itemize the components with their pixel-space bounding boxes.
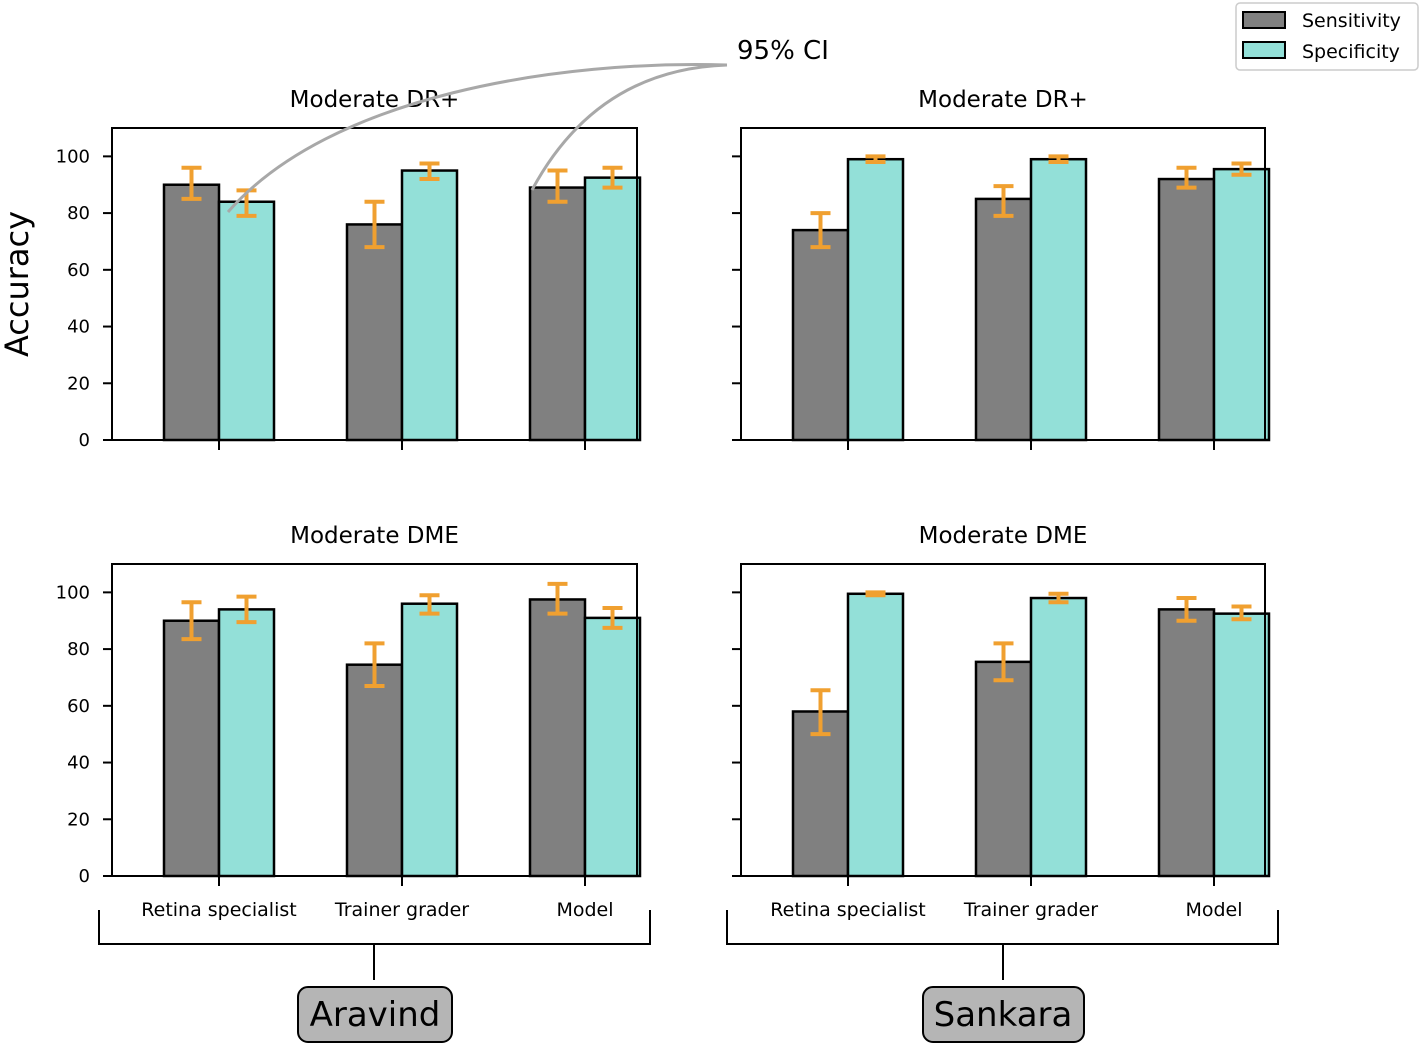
x-tick-label: Model bbox=[1185, 899, 1242, 921]
plot-frame bbox=[740, 127, 1266, 441]
y-tick-label: 80 bbox=[67, 203, 90, 224]
panel-title: Moderate DR+ bbox=[918, 87, 1088, 113]
bar-specificity bbox=[217, 200, 276, 442]
legend-swatch-specificity bbox=[1242, 41, 1286, 59]
bar-sensitivity bbox=[1157, 608, 1216, 878]
y-tick-label: 0 bbox=[79, 866, 90, 887]
legend-swatch-sensitivity bbox=[1242, 11, 1286, 29]
bar-specificity bbox=[400, 602, 459, 878]
plot-frame bbox=[740, 563, 1266, 877]
legend: Sensitivity Specificity bbox=[1235, 2, 1419, 71]
ci-annotation: 95% CI bbox=[226, 36, 829, 213]
panel-2: Moderate DR+ bbox=[732, 87, 1271, 450]
y-tick-label: 60 bbox=[67, 696, 90, 717]
y-tick-label: 60 bbox=[67, 260, 90, 281]
bar-specificity bbox=[1212, 167, 1271, 442]
bar-specificity bbox=[1029, 596, 1088, 878]
x-tick-label: Trainer grader bbox=[334, 899, 469, 921]
plot-frame bbox=[111, 563, 638, 877]
site-badge bbox=[922, 986, 1085, 1043]
y-tick-label: 40 bbox=[67, 753, 90, 774]
panel-title: Moderate DME bbox=[919, 523, 1088, 549]
bar-sensitivity bbox=[974, 197, 1033, 442]
panel-title: Moderate DR+ bbox=[290, 87, 460, 113]
site-label: Sankara bbox=[934, 995, 1073, 1035]
plot-frame bbox=[111, 127, 638, 441]
y-axis-label: Accuracy bbox=[0, 211, 36, 357]
bar-sensitivity bbox=[974, 660, 1033, 878]
bar-specificity bbox=[583, 616, 642, 878]
panel-1: Moderate DR+ 0 20 40 60 80 100 bbox=[56, 87, 642, 451]
bar-specificity bbox=[1029, 157, 1088, 442]
panel-3: Moderate DME 0 20 40 60 80 100 Retina specialis… bbox=[56, 523, 642, 921]
annotation-arrow-left bbox=[226, 63, 728, 213]
site-bracket-aravind: Aravind bbox=[98, 910, 651, 1043]
y-tick-label: 20 bbox=[67, 373, 90, 394]
y-tick-label: 0 bbox=[79, 430, 90, 451]
bar-specificity bbox=[846, 157, 905, 442]
y-tick-label: 40 bbox=[67, 317, 90, 338]
x-tick-label: Retina specialist bbox=[770, 899, 925, 921]
bar-sensitivity bbox=[162, 183, 221, 442]
bar-sensitivity bbox=[791, 228, 850, 442]
bar-sensitivity bbox=[1157, 177, 1216, 442]
legend-label-sensitivity: Sensitivity bbox=[1302, 10, 1401, 32]
legend-label-specificity: Specificity bbox=[1302, 41, 1400, 63]
y-tick-label: 80 bbox=[67, 639, 90, 660]
annotation-text: 95% CI bbox=[737, 36, 829, 66]
panel-4: Moderate DME Retina specialist Trainer gra… bbox=[732, 523, 1271, 921]
x-tick-label: Model bbox=[556, 899, 613, 921]
site-badge bbox=[297, 986, 453, 1043]
site-label: Aravind bbox=[310, 995, 441, 1035]
bar-specificity bbox=[400, 169, 459, 442]
site-bracket-sankara: Sankara bbox=[726, 910, 1279, 1043]
bar-specificity bbox=[846, 592, 905, 878]
bar-specificity bbox=[1212, 612, 1271, 878]
x-tick-label: Retina specialist bbox=[141, 899, 296, 921]
y-tick-label: 20 bbox=[67, 809, 90, 830]
bar-sensitivity bbox=[162, 619, 221, 878]
x-tick-label: Trainer grader bbox=[963, 899, 1098, 921]
bar-sensitivity bbox=[345, 223, 404, 442]
y-tick-label: 100 bbox=[56, 582, 90, 603]
panel-title: Moderate DME bbox=[290, 523, 459, 549]
bar-specificity bbox=[583, 176, 642, 442]
bracket-line bbox=[98, 910, 651, 980]
bar-sensitivity bbox=[528, 598, 587, 878]
y-tick-label: 100 bbox=[56, 146, 90, 167]
annotation-arrow-right bbox=[530, 63, 728, 191]
bar-specificity bbox=[217, 608, 276, 878]
bar-sensitivity bbox=[345, 663, 404, 878]
bracket-line bbox=[726, 910, 1279, 980]
bar-sensitivity bbox=[528, 186, 587, 442]
